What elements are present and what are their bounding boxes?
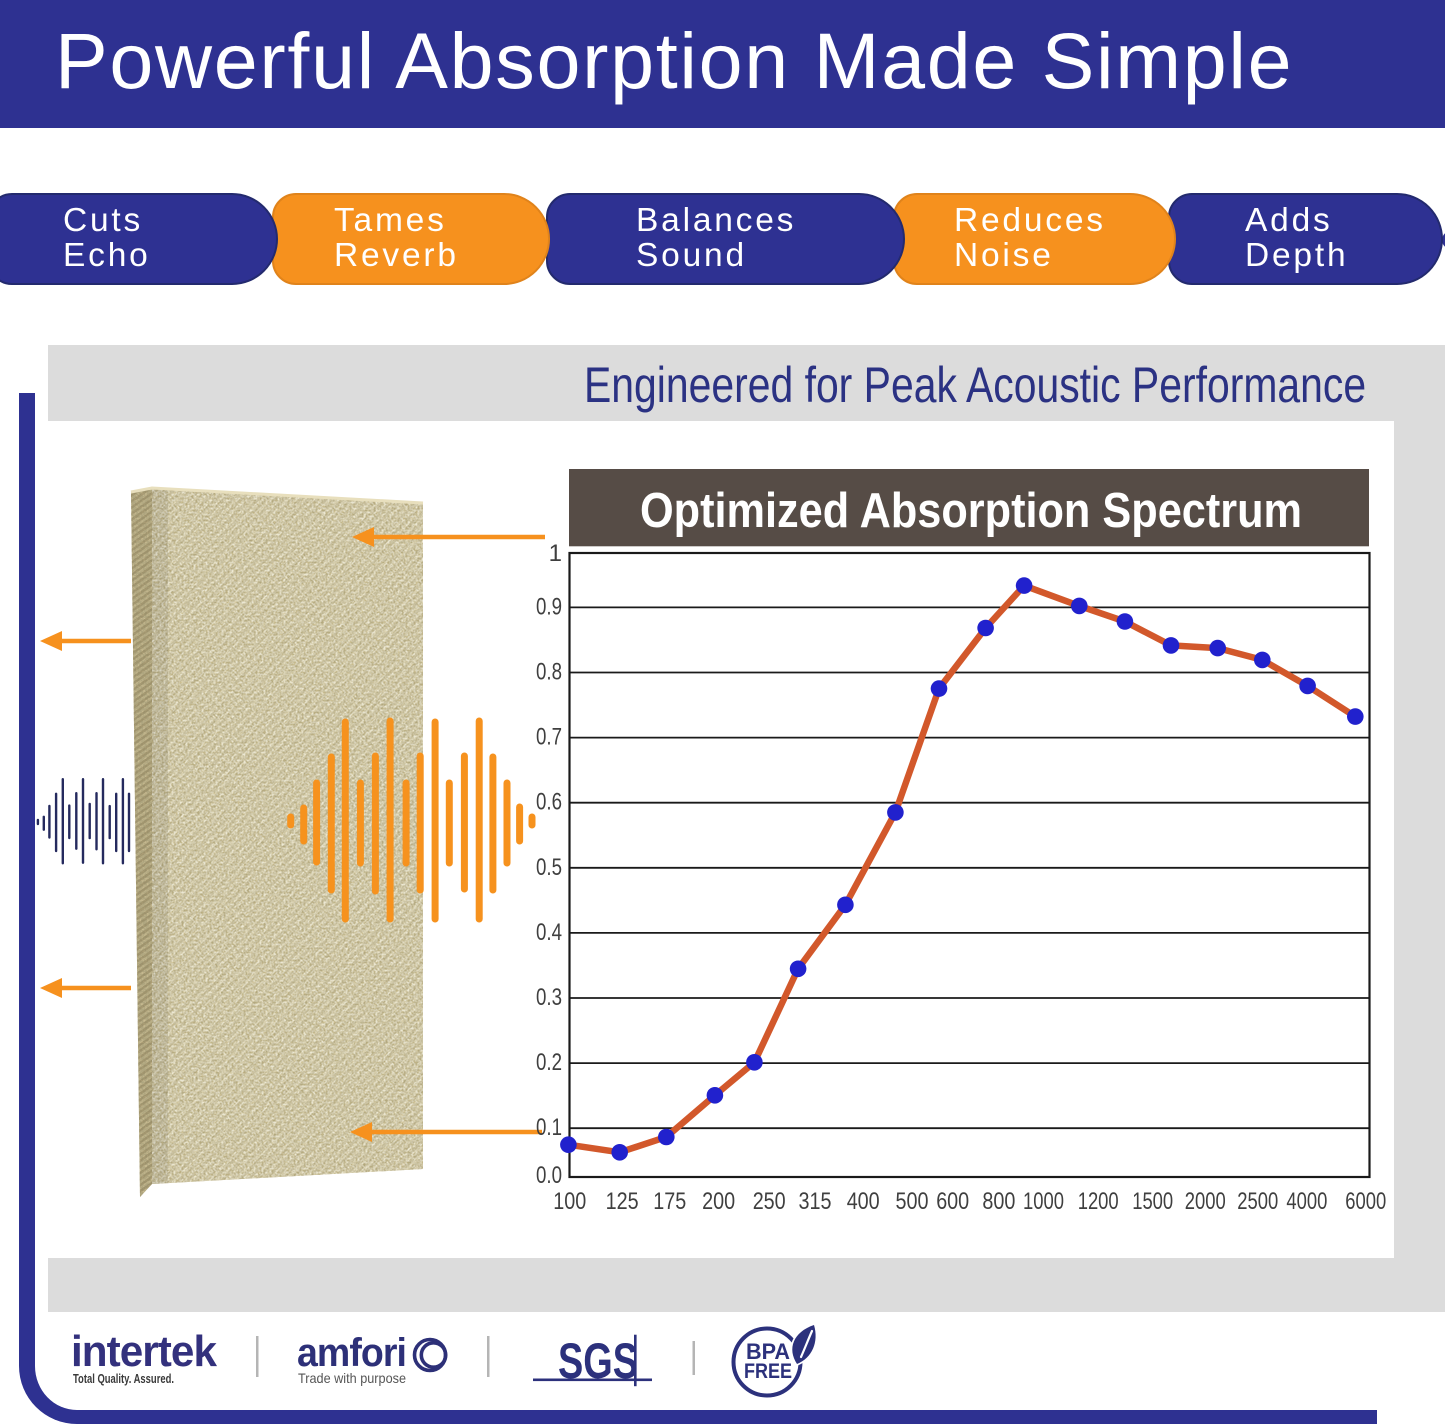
svg-text:1500: 1500 (1132, 1188, 1173, 1215)
svg-text:0.7: 0.7 (536, 724, 562, 751)
svg-text:500: 500 (896, 1188, 929, 1215)
svg-text:1: 1 (549, 540, 562, 567)
svg-text:0.4: 0.4 (536, 919, 562, 946)
svg-text:0.6: 0.6 (536, 789, 562, 816)
svg-text:intertek: intertek (71, 1327, 217, 1376)
svg-text:0.3: 0.3 (536, 984, 562, 1011)
svg-text:1000: 1000 (1023, 1188, 1064, 1215)
svg-text:175: 175 (653, 1188, 686, 1215)
svg-text:Trade with purpose: Trade with purpose (298, 1370, 406, 1386)
svg-text:0.9: 0.9 (536, 593, 562, 620)
svg-text:2000: 2000 (1185, 1188, 1226, 1215)
svg-text:amfori: amfori (297, 1331, 406, 1375)
svg-text:0.2: 0.2 (536, 1049, 562, 1076)
svg-text:600: 600 (936, 1188, 969, 1215)
svg-text:BPA: BPA (746, 1339, 790, 1364)
svg-text:100: 100 (553, 1188, 586, 1215)
svg-text:200: 200 (702, 1188, 735, 1215)
svg-text:315: 315 (799, 1188, 832, 1215)
svg-text:0.8: 0.8 (536, 659, 562, 686)
svg-text:6000: 6000 (1345, 1188, 1386, 1215)
svg-text:Optimized Absorption Spectrum: Optimized Absorption Spectrum (640, 484, 1302, 538)
svg-text:2500: 2500 (1237, 1188, 1278, 1215)
svg-text:0.5: 0.5 (536, 854, 562, 881)
svg-text:4000: 4000 (1286, 1188, 1327, 1215)
svg-text:1200: 1200 (1078, 1188, 1119, 1215)
svg-text:400: 400 (847, 1188, 880, 1215)
svg-text:FREE: FREE (744, 1360, 792, 1383)
svg-text:0.0: 0.0 (536, 1162, 562, 1189)
svg-text:800: 800 (982, 1188, 1015, 1215)
svg-text:0.1: 0.1 (536, 1114, 562, 1141)
svg-text:250: 250 (753, 1188, 786, 1215)
svg-text:125: 125 (606, 1188, 639, 1215)
svg-text:Total Quality. Assured.: Total Quality. Assured. (73, 1371, 174, 1386)
